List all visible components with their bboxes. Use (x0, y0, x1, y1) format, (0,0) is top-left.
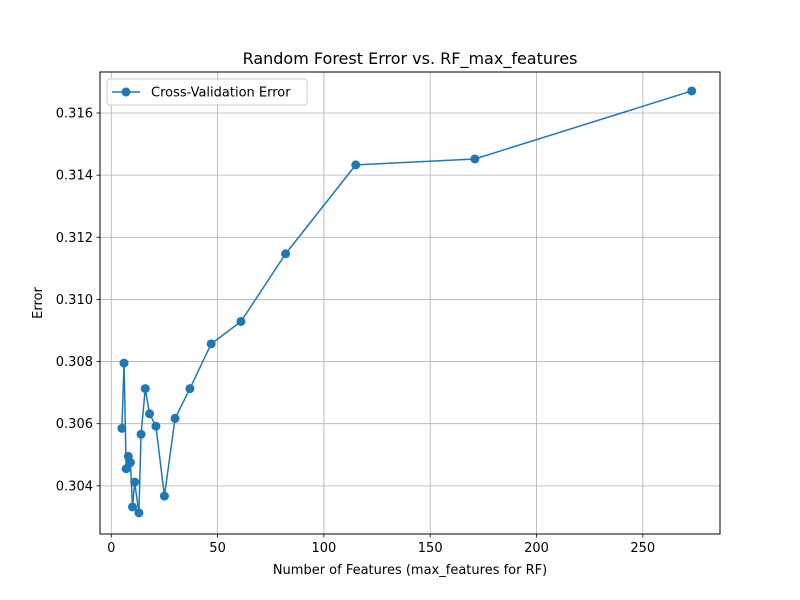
data-point (170, 413, 180, 423)
x-axis-label: Number of Features (max_features for RF) (273, 563, 547, 578)
x-tick-label: 100 (311, 541, 336, 556)
data-point (125, 458, 135, 468)
data-point (687, 86, 697, 96)
data-point (128, 502, 138, 512)
legend-box (106, 78, 308, 106)
data-point (117, 423, 127, 433)
legend: Cross-Validation Error (106, 78, 308, 106)
y-tick-label: 0.312 (56, 231, 93, 246)
chart-title: Random Forest Error vs. RF_max_features (243, 49, 578, 69)
plot-frame (99, 71, 721, 535)
data-point (119, 358, 129, 368)
series-layer (117, 86, 697, 518)
x-tick-label: 50 (209, 541, 226, 556)
data-point (140, 384, 150, 394)
ticks: 0 50 100 150 200 250 0.304 0.306 0.308 0.310 0.312… (56, 107, 655, 556)
data-point (236, 316, 246, 326)
data-point (134, 508, 144, 518)
x-tick-label: 200 (524, 541, 549, 556)
y-tick-label: 0.304 (56, 479, 93, 494)
data-point (136, 429, 146, 439)
x-tick-label: 150 (418, 541, 443, 556)
legend-label: Cross-Validation Error (151, 86, 291, 101)
x-tick-label: 0 (107, 541, 115, 556)
y-tick-label: 0.310 (56, 293, 93, 308)
data-point (151, 421, 161, 431)
x-tick-label: 250 (630, 541, 655, 556)
y-tick-label: 0.314 (56, 169, 93, 184)
y-tick-label: 0.316 (56, 107, 93, 122)
data-point (159, 491, 169, 501)
data-point (130, 477, 140, 487)
legend-point-marker (121, 87, 131, 97)
y-tick-label: 0.308 (56, 355, 93, 370)
data-point (470, 154, 480, 164)
data-point (206, 339, 216, 349)
y-tick-label: 0.306 (56, 417, 93, 432)
data-point (351, 160, 361, 170)
data-point (281, 249, 291, 259)
data-point (145, 409, 155, 419)
y-axis-label: Error (31, 287, 46, 319)
data-point (185, 384, 195, 394)
